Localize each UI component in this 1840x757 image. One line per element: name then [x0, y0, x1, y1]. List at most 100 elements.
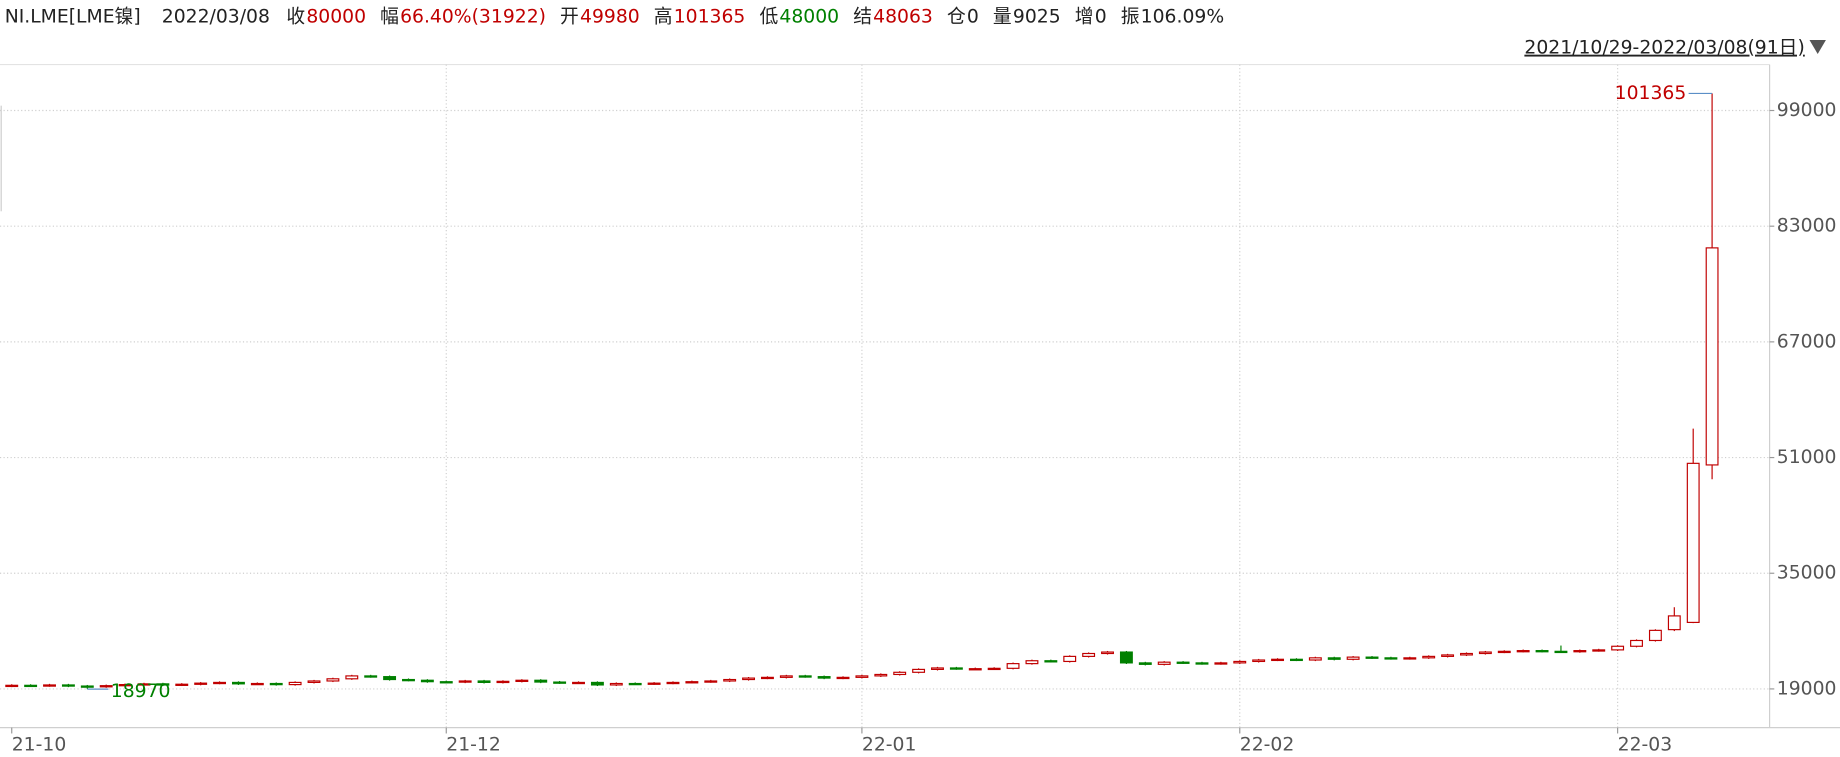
candle-body: [345, 675, 359, 680]
candle-body: [704, 680, 718, 683]
candle-body: [1138, 662, 1152, 665]
candle-body: [1686, 462, 1700, 623]
candle-body: [1516, 650, 1530, 653]
candle-body: [855, 675, 869, 678]
candle-body: [1082, 652, 1096, 657]
candle-body: [458, 680, 472, 683]
candle-body: [1214, 662, 1228, 665]
candle-body: [1044, 660, 1058, 663]
candle-body: [1101, 651, 1114, 655]
candle-body: [1497, 650, 1511, 654]
candle-body: [628, 682, 642, 686]
candle-body: [1535, 650, 1549, 653]
candle-body: [1422, 655, 1436, 659]
candle-body: [383, 676, 397, 681]
candle-body: [534, 679, 548, 683]
quote-value: 66.40%(31922): [400, 6, 546, 27]
candle-body: [439, 681, 453, 684]
y-tick-label: 19000: [1777, 678, 1837, 699]
quote-value: 101365: [674, 6, 746, 27]
candle-body: [798, 675, 812, 678]
candle-body: [288, 681, 302, 686]
candle-body: [364, 675, 378, 678]
candle-body: [231, 681, 245, 685]
candle-body: [61, 684, 75, 687]
candle-body: [723, 678, 737, 682]
candle-body: [874, 673, 888, 677]
candle-body: [760, 676, 774, 680]
candle-body: [1346, 656, 1360, 660]
candle-body: [1176, 661, 1190, 664]
candle-body: [666, 681, 680, 685]
candle-body: [572, 681, 585, 685]
x-tick-label: 22-02: [1240, 735, 1295, 756]
candle-body: [1308, 657, 1322, 661]
candle-body: [156, 683, 170, 686]
candle-body: [609, 682, 623, 686]
quote-label: 收: [286, 5, 305, 27]
candle-body: [269, 682, 283, 686]
y-tick-label: 83000: [1777, 216, 1837, 237]
candle-body: [987, 667, 1001, 671]
candle-body: [912, 668, 926, 673]
candle-body: [5, 684, 19, 688]
candle-body: [477, 680, 491, 684]
quote-label: 低: [759, 5, 778, 27]
quote-value: 106.09%: [1141, 6, 1225, 27]
candle-body: [1195, 662, 1209, 665]
min-label: 18970: [111, 681, 171, 702]
candle-body: [553, 681, 567, 684]
candle-body: [420, 679, 434, 683]
quote-label: 幅: [380, 5, 399, 27]
quote-value: 0: [1095, 6, 1107, 27]
y-tick-label: 99000: [1777, 100, 1837, 121]
quote-date: 2022/03/08: [162, 6, 270, 27]
quote-label: 振: [1121, 5, 1140, 27]
candle-body: [1157, 661, 1171, 665]
candle-body: [1025, 660, 1039, 665]
x-tick-label: 22-03: [1618, 735, 1673, 756]
candle-body: [326, 678, 340, 682]
candle-body: [1460, 652, 1473, 656]
quote-label: 量: [993, 6, 1012, 27]
candle-body: [515, 679, 529, 683]
candle-body: [1271, 658, 1285, 662]
candle-body: [194, 682, 208, 685]
candle-body: [1384, 657, 1398, 660]
candle-body: [1403, 657, 1417, 660]
candle-body: [1573, 650, 1587, 653]
candle-body: [1289, 658, 1303, 662]
candle-body: [1478, 651, 1492, 655]
candle-body: [1592, 649, 1606, 652]
quote-label: 增: [1075, 5, 1094, 27]
x-tick-label: 22-01: [862, 735, 917, 756]
candle-body: [1327, 657, 1341, 660]
range-dropdown[interactable]: [1809, 39, 1826, 55]
candle-body: [1667, 615, 1681, 631]
candle-body: [137, 683, 151, 686]
quote-value: 49980: [580, 6, 640, 27]
quote-value: 0: [967, 6, 979, 27]
candle-body: [1365, 656, 1379, 659]
candle-body: [1252, 659, 1266, 663]
candle-body: [1119, 651, 1133, 664]
candle-body: [779, 675, 793, 678]
quote-label: 结: [853, 5, 872, 27]
candle-body: [1648, 629, 1662, 642]
y-tick-label: 67000: [1777, 331, 1837, 352]
candle-body: [1233, 660, 1247, 664]
quote-value: 9025: [1013, 6, 1061, 27]
y-tick-label: 51000: [1777, 447, 1837, 468]
candle-body: [817, 676, 831, 679]
candle-body: [968, 668, 982, 671]
candle-body: [893, 671, 907, 676]
quote-label: 仓: [947, 5, 966, 27]
candle-body: [80, 685, 94, 688]
candle-body: [175, 683, 189, 686]
candle-body: [250, 682, 264, 686]
candle-body: [1611, 645, 1625, 651]
date-range[interactable]: 2021/10/29-2022/03/08(91日): [1524, 38, 1804, 59]
candle-body: [590, 681, 604, 686]
